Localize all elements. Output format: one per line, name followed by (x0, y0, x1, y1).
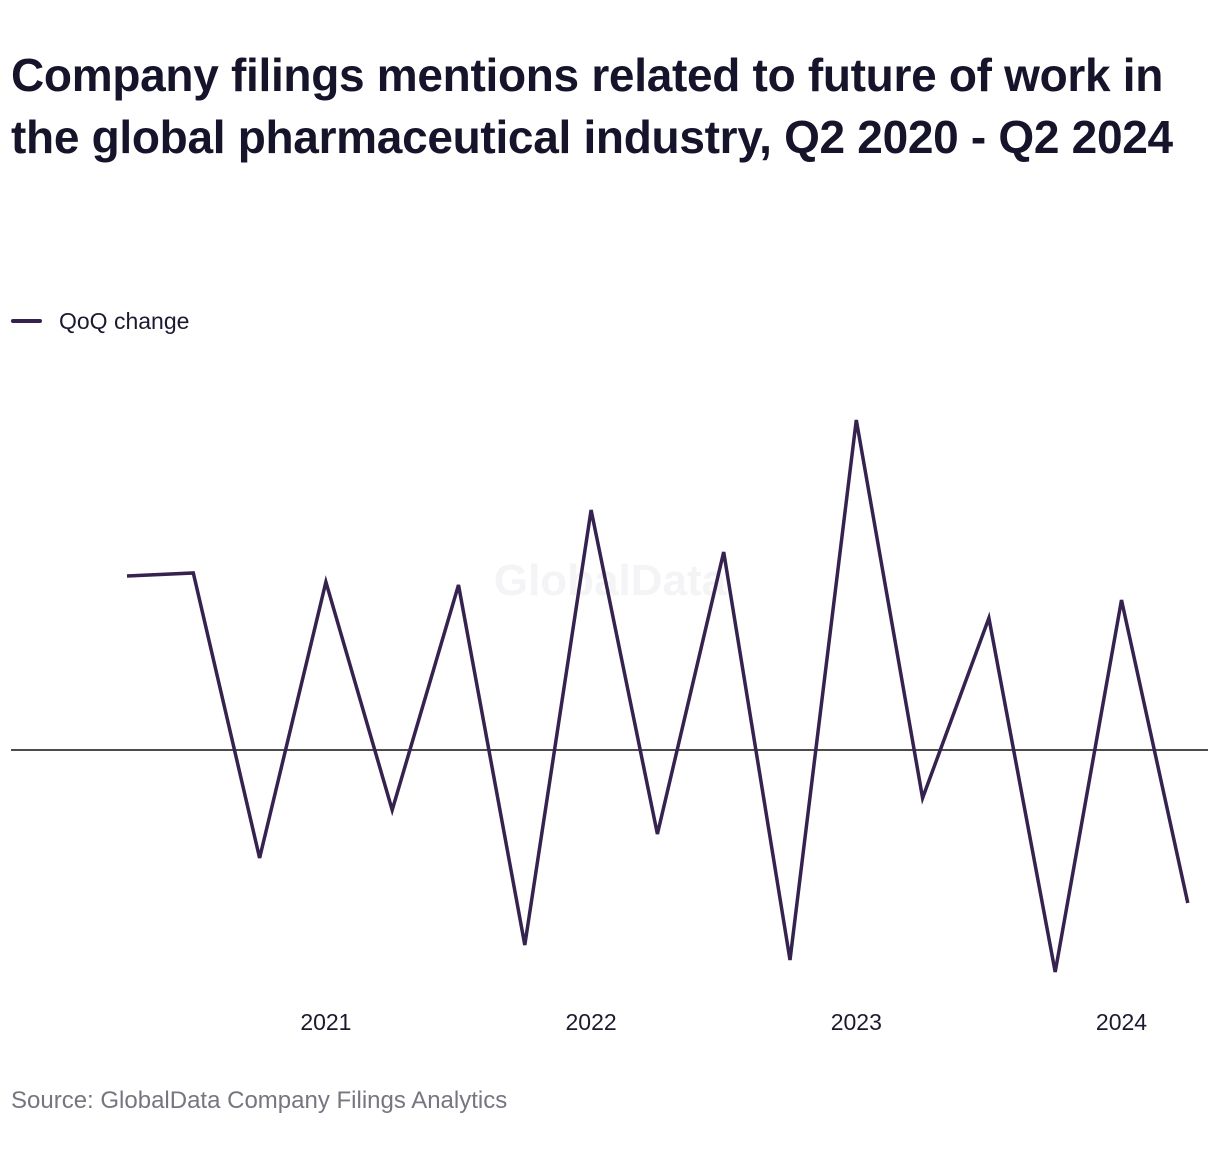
x-tick-label: 2024 (1096, 1009, 1147, 1035)
x-tick-label: 2023 (831, 1009, 882, 1035)
x-axis-ticks: 2021 2022 2023 2024 (300, 1009, 1147, 1035)
chart-title: Company filings mentions related to futu… (11, 49, 1173, 163)
x-tick-label: 2021 (300, 1009, 351, 1035)
data-points (125, 418, 1190, 974)
legend: QoQ change (11, 306, 189, 336)
series-line-qoq-change (126, 419, 1190, 973)
x-tick-label: 2022 (566, 1009, 617, 1035)
legend-label: QoQ change (59, 307, 190, 334)
line-chart: GlobalData 2021 2022 2023 2024 (11, 418, 1208, 1035)
legend-swatch (11, 319, 42, 323)
source-note: Source: GlobalData Company Filings Analy… (11, 1087, 508, 1114)
